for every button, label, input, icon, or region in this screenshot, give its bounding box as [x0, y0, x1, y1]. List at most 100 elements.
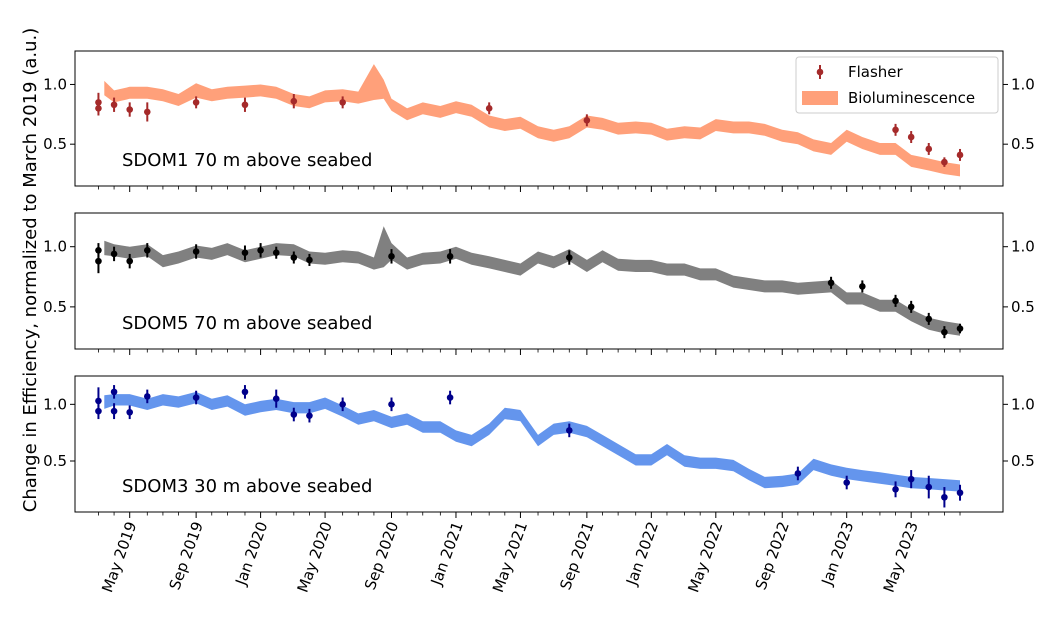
flasher-marker	[956, 325, 964, 332]
flasher-marker	[339, 99, 346, 106]
flasher-point	[143, 389, 151, 404]
x-axis: May 2019 Sep 2019 Jan 2020 May 2020 Sep 2020…	[98, 519, 922, 595]
legend-flasher-label: Flasher	[848, 63, 904, 81]
flasher-point	[110, 97, 118, 112]
legend-bio-label: Bioluminescence	[848, 89, 975, 107]
flasher-marker	[446, 394, 454, 401]
flasher-marker	[290, 411, 298, 418]
flasher-marker	[583, 116, 591, 124]
flasher-point	[126, 405, 134, 420]
flasher-marker	[892, 126, 899, 134]
flasher-marker	[110, 250, 118, 258]
flasher-point	[257, 243, 264, 258]
flasher-marker	[241, 249, 249, 257]
flasher-marker	[388, 401, 395, 408]
flasher-marker	[907, 475, 915, 483]
flasher-point	[272, 389, 280, 408]
flasher-marker	[241, 101, 249, 109]
x-tick-label: May 2023	[880, 519, 922, 595]
flasher-marker	[892, 297, 899, 305]
flasher-marker	[843, 479, 851, 486]
flasher-point	[95, 403, 102, 420]
y-tick-label-right: 0.5	[1011, 135, 1035, 153]
flasher-point	[241, 97, 249, 112]
flasher-marker	[941, 328, 948, 336]
panel-label: SDOM5 70 m above seabed	[122, 313, 372, 334]
flasher-point	[941, 157, 948, 167]
flasher-marker	[95, 257, 102, 265]
flasher-point	[290, 407, 298, 422]
flasher-point	[95, 101, 102, 116]
legend-flasher-marker	[816, 68, 824, 76]
flasher-marker	[859, 283, 866, 290]
flasher-marker	[95, 105, 102, 112]
flasher-point	[956, 323, 964, 334]
flasher-point	[565, 250, 573, 265]
flasher-point	[192, 244, 200, 259]
flasher-point	[339, 397, 346, 412]
y-tick-label-left: 0.5	[43, 135, 67, 153]
flasher-point	[388, 249, 395, 264]
x-tick-label: May 2020	[294, 519, 336, 595]
flasher-point	[306, 253, 313, 266]
axes-frame	[74, 212, 1004, 350]
flasher-point	[290, 94, 298, 109]
flasher-marker	[941, 158, 948, 166]
flasher-point	[192, 390, 200, 405]
flasher-marker	[143, 393, 151, 400]
flasher-marker	[956, 489, 964, 497]
flasher-marker	[306, 412, 313, 419]
flasher-point	[192, 96, 200, 109]
flasher-point	[827, 276, 835, 289]
flasher-marker	[925, 315, 933, 323]
flasher-marker	[446, 253, 454, 260]
x-tick-label: Jan 2022	[622, 519, 662, 588]
flasher-marker	[306, 256, 313, 264]
flasher-marker	[272, 395, 280, 402]
panel-2: 0.5 0.5 1.0 1.0 SDOM5 70 m above seabed	[43, 212, 1035, 355]
panel-3: 0.5 0.5 1.0 1.0 SDOM3 30 m above seabed	[43, 375, 1035, 518]
flasher-marker	[95, 407, 102, 415]
flasher-point	[241, 385, 249, 399]
axes-frame	[74, 50, 1004, 187]
flasher-point	[110, 403, 118, 420]
flasher-point	[892, 123, 899, 136]
flasher-point	[272, 246, 280, 259]
flasher-marker	[192, 99, 200, 106]
y-tick-label-right: 1.0	[1011, 75, 1035, 93]
flasher-point	[241, 245, 249, 260]
flasher-point	[143, 243, 151, 258]
flasher-marker	[257, 247, 264, 254]
y-tick-label-right: 0.5	[1011, 298, 1035, 316]
flasher-marker	[290, 254, 298, 261]
flasher-marker	[192, 248, 200, 255]
flasher-point	[956, 148, 964, 161]
flasher-point	[925, 312, 933, 325]
flasher-point	[446, 390, 454, 405]
y-axis-label: Change in Efficiency, normalized to Marc…	[20, 28, 41, 513]
flasher-marker	[272, 249, 280, 257]
flasher-point	[859, 280, 866, 293]
flasher-point	[290, 251, 298, 264]
flasher-marker	[956, 151, 964, 159]
flasher-point	[388, 397, 395, 412]
x-tick-label: Sep 2020	[361, 519, 402, 592]
flasher-marker	[110, 388, 118, 396]
flasher-point	[110, 246, 118, 262]
flasher-marker	[192, 394, 200, 401]
x-tick-label: Jan 2021	[427, 519, 467, 588]
y-tick-label-right: 1.0	[1011, 395, 1035, 413]
flasher-point	[583, 114, 591, 127]
flasher-point	[892, 481, 899, 498]
flasher-point	[126, 102, 134, 117]
flasher-marker	[126, 408, 134, 416]
flasher-marker	[907, 133, 915, 141]
flasher-marker	[95, 397, 102, 405]
y-tick-label-left: 0.5	[43, 452, 67, 470]
flasher-point	[925, 142, 933, 155]
flasher-point	[306, 408, 313, 423]
panel-label: SDOM1 70 m above seabed	[122, 150, 372, 171]
x-tick-label: Jan 2020	[232, 519, 272, 588]
flasher-point	[892, 294, 899, 307]
legend-frame	[795, 56, 999, 114]
